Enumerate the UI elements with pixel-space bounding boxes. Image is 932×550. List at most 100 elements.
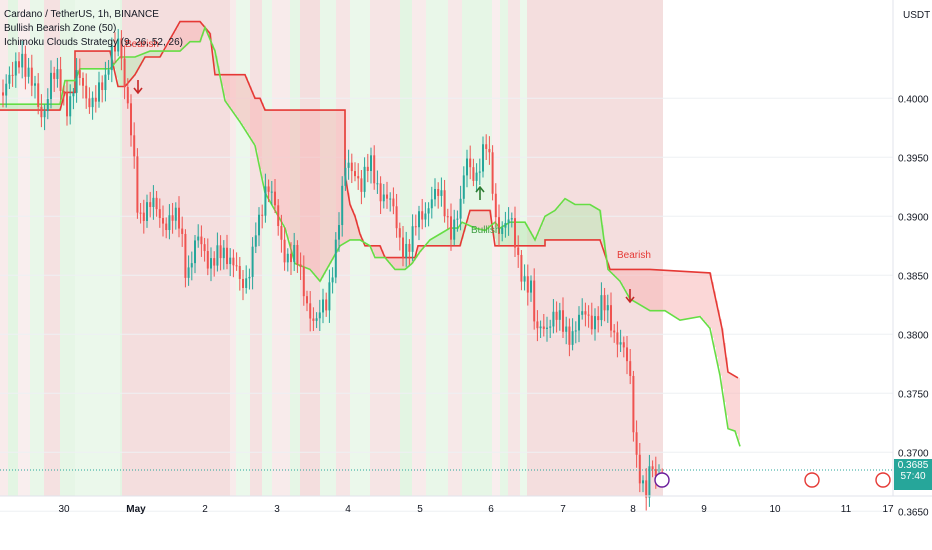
candle-body <box>184 233 187 278</box>
candle-body <box>306 296 308 304</box>
candle-body <box>334 239 337 278</box>
candle-body <box>219 245 222 259</box>
date-tick-label: 7 <box>560 504 566 515</box>
cloud-segment <box>540 228 542 246</box>
cloud-segment <box>670 270 672 314</box>
candle-body <box>14 61 17 76</box>
cloud-segment <box>214 48 216 67</box>
cloud-segment <box>700 272 702 317</box>
cloud-segment <box>666 270 668 312</box>
cloud-segment <box>168 42 170 52</box>
candle-body <box>53 72 56 79</box>
candle-body <box>331 277 334 283</box>
cloud-segment <box>664 270 666 311</box>
cloud-segment <box>570 201 572 240</box>
cloud-segment <box>180 21 182 52</box>
candle-body <box>72 92 75 97</box>
cloud-segment <box>738 377 740 441</box>
zone-band <box>0 0 8 496</box>
cloud-segment <box>574 203 576 240</box>
cloud-segment <box>194 21 196 42</box>
cloud-segment <box>404 257 406 270</box>
cloud-segment <box>378 245 380 258</box>
cloud-segment <box>410 257 412 266</box>
cloud-segment <box>294 110 296 260</box>
candle-body <box>200 236 203 245</box>
cloud-segment <box>120 57 122 87</box>
cloud-segment <box>182 21 184 50</box>
date-tick-label: 11 <box>841 504 852 515</box>
date-tick-label: 6 <box>488 504 494 515</box>
cloud-segment <box>192 21 194 42</box>
candle-body <box>222 247 225 259</box>
cloud-segment <box>198 21 200 42</box>
cloud-segment <box>672 270 674 316</box>
date-tick-label: 9 <box>701 504 707 515</box>
candle-body <box>104 74 107 91</box>
cloud-segment <box>34 104 36 111</box>
cloud-segment <box>548 214 550 240</box>
cloud-segment <box>128 57 130 83</box>
cloud-segment <box>188 21 190 44</box>
candle-body <box>408 243 411 252</box>
candle-body <box>190 263 193 268</box>
candle-body <box>562 310 564 332</box>
cloud-segment <box>668 270 670 313</box>
cloud-segment <box>328 110 330 268</box>
cloud-segment <box>28 104 30 111</box>
candle-body <box>286 253 289 263</box>
cloud-segment <box>24 104 26 111</box>
candle-body <box>232 257 235 266</box>
cloud-segment <box>676 270 678 318</box>
cloud-segment <box>680 271 682 321</box>
candle-body <box>126 87 129 104</box>
price-tick-label: 0.3650 <box>898 507 929 518</box>
candle-body <box>517 247 520 255</box>
candle-body <box>91 97 94 108</box>
cloud-segment <box>704 272 706 322</box>
cloud-segment <box>148 51 150 57</box>
legend-symbol: Cardano / TetherUS, 1h, BINANCE <box>4 9 159 20</box>
cloud-segment <box>130 57 132 81</box>
cloud-segment <box>436 236 438 246</box>
cloud-segment <box>312 110 314 272</box>
cloud-segment <box>596 208 598 240</box>
cloud-segment <box>396 257 398 270</box>
cloud-segment <box>244 74 246 129</box>
cloud-segment <box>260 98 262 170</box>
cloud-segment <box>686 271 688 320</box>
candle-body <box>597 316 600 321</box>
price-axis-panel <box>893 0 932 550</box>
cloud-segment <box>258 98 260 160</box>
candle-body <box>114 45 116 52</box>
candle-body <box>5 83 8 96</box>
cloud-segment <box>42 104 44 111</box>
date-tick-label: 5 <box>417 504 423 515</box>
cloud-segment <box>0 104 2 111</box>
cloud-segment <box>582 204 584 240</box>
cloud-segment <box>720 319 722 376</box>
candle-body <box>539 326 542 329</box>
cloud-segment <box>446 230 448 246</box>
zone-band <box>350 0 370 496</box>
last-price-value: 0.3685 <box>897 460 929 471</box>
cloud-segment <box>478 210 480 229</box>
cloud-segment <box>730 373 732 430</box>
candle-body <box>546 327 548 329</box>
candle-body <box>110 45 113 71</box>
candle-body <box>366 166 369 172</box>
cloud-segment <box>444 231 446 246</box>
candle-body <box>66 92 68 117</box>
candle-body <box>475 172 478 181</box>
cloud-segment <box>298 110 300 265</box>
cloud-segment <box>460 225 462 246</box>
cloud-segment <box>618 269 620 280</box>
cloud-segment <box>338 110 340 250</box>
candle-body <box>283 239 286 263</box>
cloud-segment <box>140 55 142 66</box>
cloud-segment <box>196 21 198 42</box>
candle-body <box>626 347 628 362</box>
cloud-segment <box>452 228 454 246</box>
